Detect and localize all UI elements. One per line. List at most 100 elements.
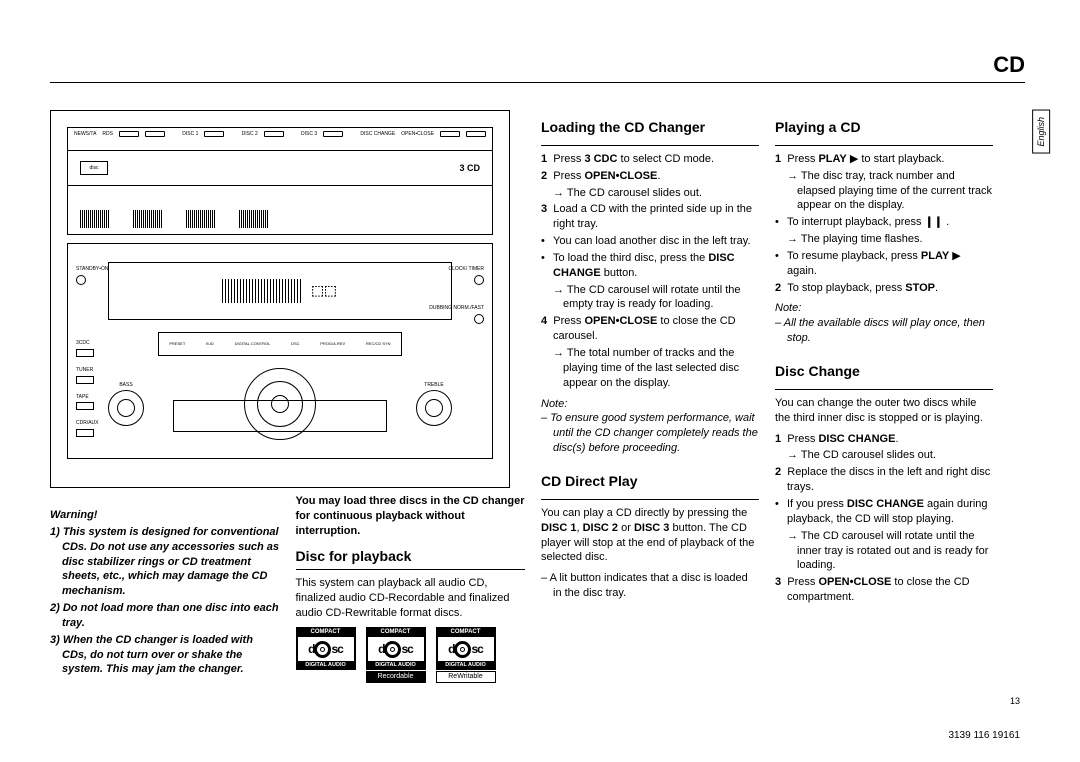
standby-text: STANDBY•ON [76, 266, 109, 272]
btn [264, 131, 284, 137]
cdl-bot: DIGITAL AUDIO [436, 661, 496, 670]
lab-d2: DISC 2 [242, 131, 258, 138]
result: The disc tray, track number and elapsed … [775, 169, 993, 214]
bullet-text: To load the third disc, press the DISC C… [553, 252, 735, 279]
clock-text: CLOCK/ TIMER [449, 266, 484, 272]
ctl: DSC [291, 341, 299, 346]
segment-display: ⬚⬚ [312, 279, 338, 303]
bass-dial [108, 390, 144, 426]
cd-logo-rewritable: COMPACT dsc DIGITAL AUDIO ReWritable [436, 627, 496, 683]
step: 2 To stop playback, press STOP. [775, 281, 993, 296]
lab-d1: DISC 1 [182, 131, 198, 138]
direct-play-text: You can play a CD directly by pressing t… [541, 506, 759, 565]
content-columns: NEWS/TA RDS DISC 1 DISC 2 DISC 3 [50, 110, 1020, 683]
warning-item: 2) Do not load more than one disc into e… [50, 601, 280, 631]
direct-play-heading: CD Direct Play [541, 472, 759, 491]
result: The CD carousel will rotate until the em… [541, 283, 759, 313]
loading-bullets: You can load another disc in the left tr… [541, 234, 759, 283]
standby-label: STANDBY•ON [76, 266, 109, 285]
result: The playing time flashes. [775, 232, 993, 247]
step: 3 Load a CD with the printed side up in … [541, 202, 759, 232]
src-3cdc: 3CDC [76, 340, 99, 347]
page: CD English NEWS/TA RDS DISC 1 DISC 2 [0, 0, 1080, 762]
bullet: To resume playback, press PLAY ▶ again. [775, 249, 993, 279]
warning-title: Warning! [50, 508, 280, 523]
ctl: REC/CD SYN [366, 341, 391, 346]
note-label: Note: [541, 397, 759, 412]
playing-heading: Playing a CD [775, 118, 993, 137]
rule [541, 145, 759, 146]
step-text: Press DISC CHANGE. [787, 433, 898, 445]
playing-bullets: To interrupt playback, press ❙❙ . [775, 215, 993, 232]
playing-bullets: To resume playback, press PLAY ▶ again. [775, 249, 993, 281]
step: 3 Press OPEN•CLOSE to close the CD compa… [775, 575, 993, 605]
note-text: To ensure good system performance, wait … [541, 411, 759, 456]
control-row: PRESET B.ID DIGITAL CONTROL DSC PROG/A.R… [158, 332, 402, 356]
loading-steps: 1 Press 3 CDC to select CD mode. 2 Press… [541, 152, 759, 186]
disc-playback-text: This system can playback all audio CD, f… [296, 576, 526, 621]
warning-block: Warning! 1) This system is designed for … [50, 508, 280, 677]
step: 1 Press 3 CDC to select CD mode. [541, 152, 759, 167]
ctl: B.ID [206, 341, 214, 346]
step-text: Press PLAY ▶ to start playback. [787, 153, 944, 165]
disc-change-bullets: If you press DISC CHANGE again during pl… [775, 497, 993, 529]
lab-news: NEWS/TA [74, 131, 96, 138]
column-2: Loading the CD Changer 1 Press 3 CDC to … [541, 110, 759, 683]
warning-item: 3) When the CD changer is loaded with CD… [50, 633, 280, 678]
load-intro: You may load three discs in the CD chang… [296, 494, 526, 539]
lab-d3: DISC 3 [301, 131, 317, 138]
header-title: CD [993, 52, 1025, 77]
step-text: Press 3 CDC to select CD mode. [553, 153, 714, 165]
btn [466, 131, 486, 137]
col1-subcols: Warning! 1) This system is designed for … [50, 494, 525, 683]
btn [119, 131, 139, 137]
footer-code: 3139 116 19161 [948, 729, 1020, 743]
ctl: PRESET [169, 341, 185, 346]
note-label: Note: [775, 301, 993, 316]
lab-oc: OPEN•CLOSE [401, 131, 434, 138]
column-3: Playing a CD 1 Press PLAY ▶ to start pla… [775, 110, 993, 683]
src-tuner: TUNER [76, 367, 99, 374]
disc-change-heading: Disc Change [775, 362, 993, 381]
illus-top-buttons: NEWS/TA RDS DISC 1 DISC 2 DISC 3 [74, 131, 486, 138]
lab-dc: DISC CHANGE [360, 131, 395, 138]
step: 1 Press DISC CHANGE. [775, 432, 993, 447]
stereo-illustration: NEWS/TA RDS DISC 1 DISC 2 DISC 3 [50, 110, 510, 488]
disc-change-steps: 1 Press DISC CHANGE. [775, 432, 993, 449]
bass-label: BASS [108, 382, 144, 389]
illus-bottom-panel: STANDBY•ON CLOCK/ TIMERDUBBING NORM./FAS… [67, 243, 493, 459]
cdl-sub: ReWritable [436, 671, 496, 682]
page-header: CD [50, 50, 1025, 83]
cdl-bot: DIGITAL AUDIO [296, 661, 356, 670]
bullet: To interrupt playback, press ❙❙ . [775, 215, 993, 230]
illus-disc-band: disc 3 CD [68, 150, 492, 186]
btn [440, 131, 460, 137]
playing-steps: 2 To stop playback, press STOP. [775, 281, 993, 298]
source-buttons: 3CDC TUNER TAPE CDR/AUX [76, 340, 99, 437]
cd-logo-small: disc [80, 161, 108, 175]
loading-heading: Loading the CD Changer [541, 118, 759, 137]
cdl-bot: DIGITAL AUDIO [366, 661, 426, 670]
bullet-text: To resume playback, press PLAY ▶ again. [787, 250, 961, 277]
ctl: PROG/A.REV [320, 341, 345, 346]
illus-display: ⬚⬚ [108, 262, 452, 320]
result: The CD carousel slides out. [775, 448, 993, 463]
btn [323, 131, 343, 137]
step-text: To stop playback, press STOP. [787, 282, 938, 294]
step-text: Press OPEN•CLOSE to close the CD compart… [787, 576, 970, 603]
bullet: If you press DISC CHANGE again during pl… [775, 497, 993, 527]
bullet: You can load another disc in the left tr… [541, 234, 759, 249]
bullet: To load the third disc, press the DISC C… [541, 251, 759, 281]
cdl-top: COMPACT [436, 627, 496, 637]
cd-logo-recordable: COMPACT dsc DIGITAL AUDIO Recordable [366, 627, 426, 683]
cdl-top: COMPACT [366, 627, 426, 637]
treble-label: TREBLE [416, 382, 452, 389]
result: The CD carousel slides out. [541, 186, 759, 201]
rule [775, 145, 993, 146]
bullet-text: To interrupt playback, press ❙❙ . [787, 216, 949, 228]
step-text: Press OPEN•CLOSE to close the CD carouse… [553, 315, 736, 342]
illus-top-panel: NEWS/TA RDS DISC 1 DISC 2 DISC 3 [67, 127, 493, 235]
column-1: NEWS/TA RDS DISC 1 DISC 2 DISC 3 [50, 110, 525, 683]
src-tape: TAPE [76, 394, 99, 401]
cd-logos: COMPACT dsc DIGITAL AUDIO COMPACT dsc DI… [296, 627, 526, 683]
